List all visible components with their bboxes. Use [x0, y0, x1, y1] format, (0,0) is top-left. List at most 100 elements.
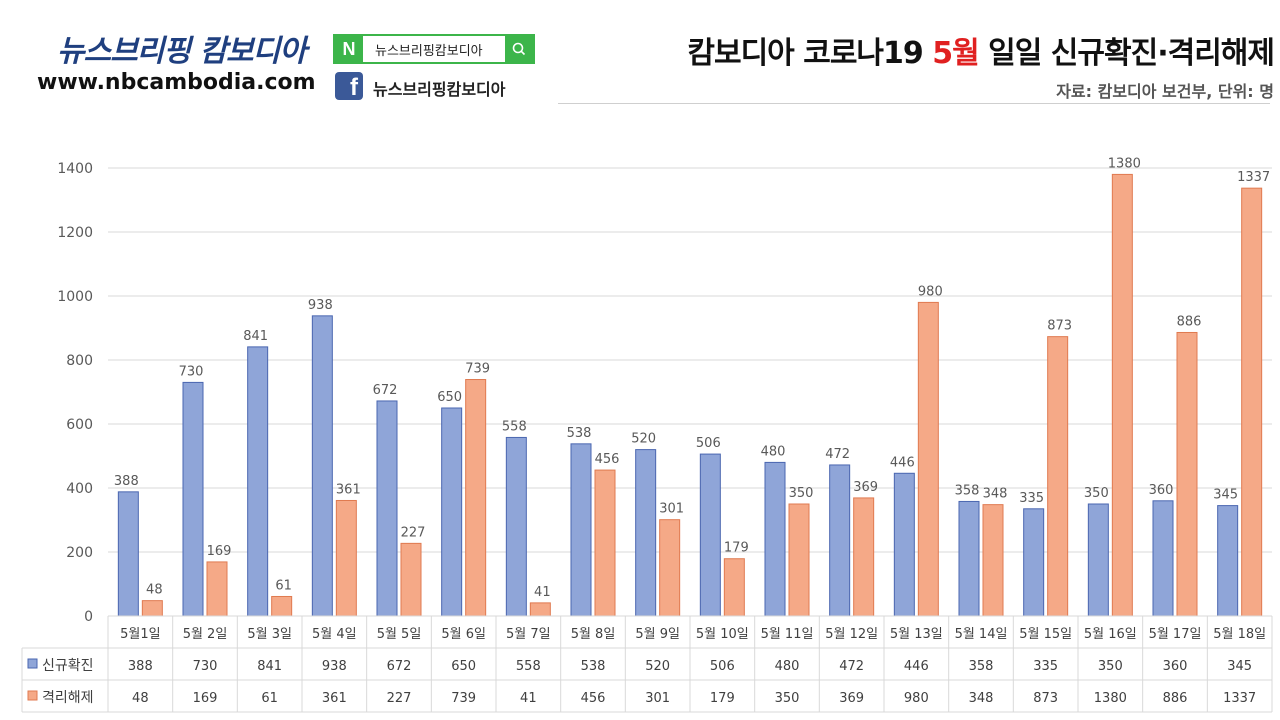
table-cell: 520 — [645, 659, 670, 674]
bar-released — [529, 602, 551, 617]
bar-released — [206, 561, 228, 617]
y-tick-label: 1000 — [57, 289, 93, 305]
bar-released — [335, 499, 357, 617]
bar-released — [982, 504, 1004, 617]
bar-new-cases — [1217, 505, 1239, 617]
category-label: 5월 10일 — [696, 627, 749, 642]
bar-new-cases — [505, 436, 527, 617]
table-cell: 350 — [1098, 659, 1123, 674]
data-label: 520 — [631, 432, 656, 447]
table-cell: 650 — [451, 659, 476, 674]
table-cell: 873 — [1033, 691, 1058, 706]
data-label: 348 — [983, 487, 1008, 502]
bar-new-cases — [247, 346, 269, 617]
data-label: 48 — [146, 583, 163, 598]
data-label: 227 — [401, 525, 426, 540]
bar-released — [1176, 331, 1198, 617]
y-tick-label: 1200 — [57, 225, 93, 241]
category-label: 5월 5일 — [377, 627, 422, 642]
bar-new-cases — [117, 491, 139, 617]
table-cell: 350 — [775, 691, 800, 706]
header-divider — [558, 103, 1270, 104]
naver-search-box[interactable]: N 뉴스브리핑캄보디아 — [333, 34, 535, 64]
category-label: 5월 3일 — [247, 627, 292, 642]
bar-released — [917, 301, 939, 617]
category-label: 5월 4일 — [312, 627, 357, 642]
category-label: 5월 16일 — [1084, 627, 1137, 642]
facebook-label[interactable]: 뉴스브리핑캄보디아 — [373, 80, 506, 99]
data-label: 350 — [1084, 486, 1109, 501]
table-cell: 886 — [1163, 691, 1188, 706]
bar-new-cases — [570, 443, 592, 617]
table-cell: 358 — [969, 659, 994, 674]
header: 뉴스브리핑 캄보디아 www.nbcambodia.com N 뉴스브리핑캄보디… — [0, 0, 1280, 110]
data-label: 345 — [1213, 488, 1238, 503]
table-cell: 480 — [775, 659, 800, 674]
data-label: 841 — [243, 329, 268, 344]
table-cell: 730 — [193, 659, 218, 674]
table-cell: 348 — [969, 691, 994, 706]
category-label: 5월 14일 — [955, 627, 1008, 642]
table-cell: 61 — [261, 691, 278, 706]
data-label: 938 — [308, 298, 333, 313]
data-label: 672 — [373, 383, 398, 398]
data-label: 739 — [465, 362, 490, 377]
bar-new-cases — [311, 315, 333, 617]
bar-new-cases — [893, 472, 915, 617]
bar-new-cases — [1087, 503, 1109, 617]
bar-new-cases — [1023, 508, 1045, 617]
category-label: 5월 2일 — [183, 627, 228, 642]
table-cell: 506 — [710, 659, 735, 674]
table-cell: 335 — [1033, 659, 1058, 674]
bar-released — [271, 595, 293, 617]
search-button[interactable] — [505, 36, 533, 62]
bar-new-cases — [764, 461, 786, 617]
source-note: 자료: 캄보디아 보건부, 단위: 명 — [1056, 82, 1274, 101]
bar-new-cases — [958, 500, 980, 617]
table-cell: 558 — [516, 659, 541, 674]
bar-released — [594, 469, 616, 617]
bar-released — [659, 519, 681, 617]
category-label: 5월 7일 — [506, 627, 551, 642]
table-cell: 980 — [904, 691, 929, 706]
title-part-1: 캄보디아 코로나19 — [687, 36, 933, 71]
data-label: 873 — [1047, 319, 1072, 334]
data-label: 480 — [761, 444, 786, 459]
data-label: 980 — [918, 284, 943, 299]
data-label: 61 — [275, 578, 292, 593]
table-cell: 456 — [581, 691, 606, 706]
data-label: 650 — [437, 390, 462, 405]
data-label: 360 — [1149, 483, 1174, 498]
data-label: 558 — [502, 419, 527, 434]
data-label: 538 — [567, 426, 592, 441]
bar-released — [1111, 173, 1133, 617]
table-cell: 361 — [322, 691, 347, 706]
bar-chart: 0 200 400 600 800 1000 1200 1400 388 48 730 169 841 6… — [21, 156, 1273, 713]
legend-swatch — [27, 658, 38, 669]
table-cell: 179 — [710, 691, 735, 706]
table-cell: 369 — [839, 691, 864, 706]
brand-title: 뉴스브리핑 캄보디아 — [57, 34, 307, 69]
category-label: 5월 17일 — [1149, 627, 1202, 642]
bar-new-cases — [441, 407, 463, 617]
category-label: 5월 15일 — [1019, 627, 1072, 642]
brand-url[interactable]: www.nbcambodia.com — [37, 70, 316, 95]
facebook-icon[interactable]: f — [335, 72, 363, 100]
bar-new-cases — [1152, 500, 1174, 617]
legend-label: 격리해제 — [42, 690, 94, 706]
data-label: 369 — [853, 480, 878, 495]
table-cell: 48 — [132, 691, 149, 706]
table-cell: 388 — [128, 659, 153, 674]
table-cell: 301 — [645, 691, 670, 706]
data-label: 1337 — [1237, 170, 1270, 185]
bar-released — [1241, 187, 1263, 617]
bar-new-cases — [699, 453, 721, 617]
category-label: 5월 18일 — [1213, 627, 1266, 642]
data-label: 1380 — [1108, 156, 1141, 171]
bar-released — [723, 558, 745, 617]
data-label: 179 — [724, 541, 749, 556]
bar-released — [1047, 336, 1069, 617]
table-cell: 169 — [193, 691, 218, 706]
y-tick-label: 0 — [84, 609, 93, 625]
table-cell: 472 — [839, 659, 864, 674]
